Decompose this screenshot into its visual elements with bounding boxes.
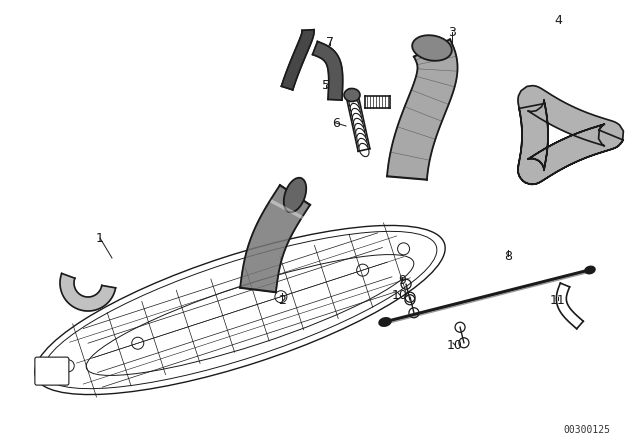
Ellipse shape	[284, 178, 306, 212]
Ellipse shape	[356, 134, 367, 146]
Polygon shape	[60, 273, 116, 311]
Polygon shape	[556, 283, 583, 329]
Ellipse shape	[344, 89, 360, 102]
Polygon shape	[518, 86, 623, 185]
Text: 11: 11	[550, 293, 566, 306]
Ellipse shape	[347, 88, 357, 102]
Ellipse shape	[349, 99, 359, 112]
Ellipse shape	[351, 108, 362, 121]
Ellipse shape	[348, 93, 358, 107]
Ellipse shape	[353, 118, 364, 132]
Polygon shape	[346, 94, 370, 151]
Ellipse shape	[353, 113, 362, 127]
Text: 6: 6	[332, 116, 340, 129]
Ellipse shape	[585, 267, 595, 274]
Text: 1: 1	[96, 232, 104, 245]
Text: 3: 3	[448, 26, 456, 39]
Text: 7: 7	[326, 35, 334, 48]
Ellipse shape	[379, 318, 391, 326]
Ellipse shape	[355, 123, 365, 137]
Text: 2: 2	[278, 293, 286, 306]
Ellipse shape	[350, 103, 360, 116]
FancyBboxPatch shape	[35, 357, 69, 385]
Polygon shape	[240, 185, 310, 292]
Text: 10: 10	[392, 289, 408, 302]
Ellipse shape	[412, 35, 452, 61]
Ellipse shape	[43, 231, 437, 389]
Ellipse shape	[359, 143, 369, 157]
Ellipse shape	[358, 138, 368, 151]
Text: 00300125: 00300125	[563, 425, 610, 435]
Ellipse shape	[35, 225, 445, 395]
Text: 9: 9	[398, 273, 406, 287]
Text: 5: 5	[322, 78, 330, 91]
Polygon shape	[387, 39, 458, 180]
Polygon shape	[365, 96, 390, 108]
Ellipse shape	[86, 254, 414, 375]
Polygon shape	[282, 30, 314, 90]
Text: 8: 8	[504, 250, 512, 263]
Text: 10: 10	[447, 339, 463, 352]
Ellipse shape	[356, 129, 366, 142]
Text: 4: 4	[554, 13, 562, 26]
Polygon shape	[312, 42, 342, 100]
